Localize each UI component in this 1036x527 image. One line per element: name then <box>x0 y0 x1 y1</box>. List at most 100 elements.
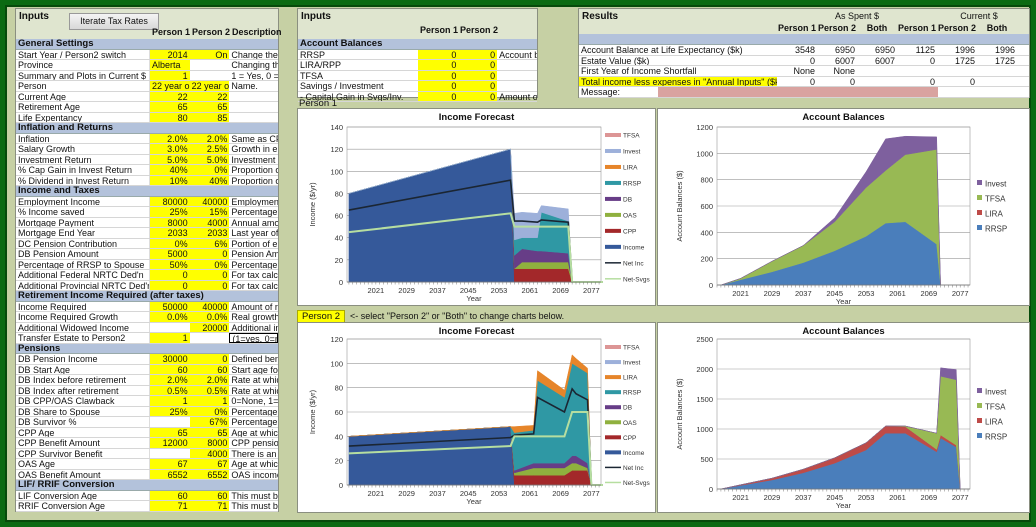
person2-value-cell[interactable]: 65 <box>189 102 230 112</box>
person2-value-cell[interactable]: On <box>189 49 230 59</box>
person2-value-cell[interactable]: 0 <box>458 49 498 59</box>
person1-value-cell[interactable]: 80 <box>149 112 190 122</box>
x-tick-label: 2021 <box>368 286 385 295</box>
person2-value-cell[interactable]: 71 <box>189 501 230 511</box>
person1-value-cell[interactable]: 2.0% <box>149 133 190 143</box>
person1-value-cell[interactable]: 0 <box>149 270 190 280</box>
person2-value-cell[interactable]: 0% <box>189 259 230 269</box>
person2-value-cell[interactable]: 0 <box>458 70 498 80</box>
y-axis-label: Account Balances ($) <box>675 170 684 242</box>
person1-value-cell[interactable]: 60 <box>149 364 190 374</box>
person2-value-cell[interactable]: 0 <box>458 60 498 70</box>
person2-value-cell[interactable]: 4000 <box>189 448 230 458</box>
person2-value-cell[interactable]: 2.0% <box>189 375 230 385</box>
person2-value-cell[interactable]: 0.5% <box>189 385 230 395</box>
person1-value-cell[interactable]: 0.5% <box>149 385 190 395</box>
person1-value-cell[interactable]: 6552 <box>149 469 190 479</box>
person2-value-cell[interactable]: 60 <box>189 490 230 500</box>
person2-value-cell[interactable]: 40% <box>189 175 230 185</box>
description-cell: Amount of re <box>231 301 278 311</box>
person1-value-cell[interactable]: 5.0% <box>149 154 190 164</box>
person2-value-cell[interactable]: 67 <box>189 459 230 469</box>
person1-value-cell[interactable]: 50000 <box>149 301 190 311</box>
person1-value-cell[interactable]: 2.0% <box>149 375 190 385</box>
iterate-tax-rates-button[interactable]: Iterate Tax Rates <box>69 13 159 30</box>
person2-value-cell[interactable]: 40000 <box>189 301 230 311</box>
person2-value-cell[interactable]: 40000 <box>189 196 230 206</box>
person1-value-cell[interactable]: 0 <box>418 81 459 91</box>
person1-value-cell[interactable]: 0 <box>418 70 459 80</box>
person1-value-cell[interactable]: 1 <box>149 70 190 80</box>
person1-value-cell[interactable]: 22 year ol <box>149 81 190 91</box>
person1-value-cell[interactable]: 12000 <box>149 438 190 448</box>
person1-value-cell[interactable]: 5000 <box>149 249 190 259</box>
person2-value-cell[interactable] <box>190 333 230 343</box>
person2-value-cell[interactable]: 67% <box>189 417 230 427</box>
person2-value-cell[interactable]: 65 <box>189 427 230 437</box>
person1-value-cell[interactable]: 0 <box>418 49 459 59</box>
person2-value-cell[interactable]: 22 <box>189 91 230 101</box>
person2-value-cell[interactable]: 8000 <box>189 438 230 448</box>
person2-value-cell[interactable]: 0 <box>189 270 230 280</box>
row-label: LIRA/RPP <box>300 60 342 70</box>
person1-value-cell[interactable]: 71 <box>149 501 190 511</box>
row-label: TFSA <box>300 70 324 80</box>
person1-value-cell[interactable] <box>150 417 190 427</box>
person2-value-cell[interactable]: 0 <box>189 280 230 290</box>
person2-value-cell[interactable]: 2.5% <box>189 144 230 154</box>
person1-value-cell[interactable]: 0 <box>418 60 459 70</box>
person2-value-cell[interactable]: 60 <box>189 364 230 374</box>
input-row: Start Year / Person2 switch 2014 On Change … <box>16 49 278 60</box>
person1-value-cell[interactable]: 1 <box>149 396 190 406</box>
person1-value-cell[interactable] <box>150 449 190 459</box>
person1-value-cell[interactable]: 0 <box>149 280 190 290</box>
section-title: Income and Taxes <box>18 186 100 196</box>
person2-value-cell[interactable]: 22 year ol <box>189 81 230 91</box>
person1-value-cell[interactable]: 40% <box>149 165 190 175</box>
person2-value-cell[interactable]: 15% <box>189 207 230 217</box>
person2-value-cell[interactable]: 0 <box>458 91 498 101</box>
person2-value-cell[interactable]: 0 <box>458 81 498 91</box>
account-balances-panel: Inputs Person 1 Person 2 Account Balance… <box>297 8 538 102</box>
person2-value-cell[interactable]: 0% <box>189 406 230 416</box>
x-tick-label: 2021 <box>732 493 749 502</box>
person2-value-cell[interactable]: 4000 <box>189 217 230 227</box>
person1-value-cell[interactable]: 25% <box>149 406 190 416</box>
person1-value-cell[interactable]: 25% <box>149 207 190 217</box>
person1-value-cell[interactable]: 65 <box>149 427 190 437</box>
person1-value-cell[interactable]: 50% <box>149 259 190 269</box>
person1-value-cell[interactable]: 3.0% <box>149 144 190 154</box>
person1-value-cell[interactable]: 60 <box>149 490 190 500</box>
person1-value-cell[interactable]: 30000 <box>149 354 190 364</box>
person2-value-cell[interactable]: 5.0% <box>189 154 230 164</box>
person2-value-cell[interactable]: 0 <box>189 354 230 364</box>
person1-value-cell[interactable]: Alberta <box>149 60 190 70</box>
person1-value-cell[interactable]: 80000 <box>149 196 190 206</box>
person2-value-cell[interactable]: 2033 <box>189 228 230 238</box>
person2-value-cell[interactable] <box>190 71 230 81</box>
person2-value-cell[interactable]: 1 <box>189 396 230 406</box>
input-row: Percentage of RRSP to Spouse 50% 0% Percent… <box>16 259 278 270</box>
person1-value-cell[interactable]: 0.0% <box>149 312 190 322</box>
person1-value-cell[interactable]: 1 <box>149 333 190 343</box>
person2-value-cell[interactable]: 20000 <box>189 322 230 332</box>
person2-value-cell[interactable]: 85 <box>189 112 230 122</box>
person1-value-cell[interactable]: 67 <box>149 459 190 469</box>
person2-value-cell[interactable]: 6552 <box>189 469 230 479</box>
person1-value-cell[interactable]: 0 <box>418 91 459 101</box>
person1-value-cell[interactable]: 22 <box>149 91 190 101</box>
person2-value-cell[interactable]: 6% <box>189 238 230 248</box>
chart-title: Income Forecast <box>438 112 515 123</box>
person1-value-cell[interactable]: 2033 <box>149 228 190 238</box>
person2-value-cell[interactable] <box>190 60 230 70</box>
person1-value-cell[interactable]: 2014 <box>149 49 190 59</box>
person1-value-cell[interactable]: 8000 <box>149 217 190 227</box>
person1-value-cell[interactable]: 65 <box>149 102 190 112</box>
person2-value-cell[interactable]: 0 <box>189 249 230 259</box>
person1-value-cell[interactable]: 0% <box>149 238 190 248</box>
person2-value-cell[interactable]: 0.0% <box>189 312 230 322</box>
person2-value-cell[interactable]: 2.0% <box>189 133 230 143</box>
person2-value-cell[interactable]: 0% <box>189 165 230 175</box>
person1-value-cell[interactable] <box>150 323 190 333</box>
person1-value-cell[interactable]: 10% <box>149 175 190 185</box>
